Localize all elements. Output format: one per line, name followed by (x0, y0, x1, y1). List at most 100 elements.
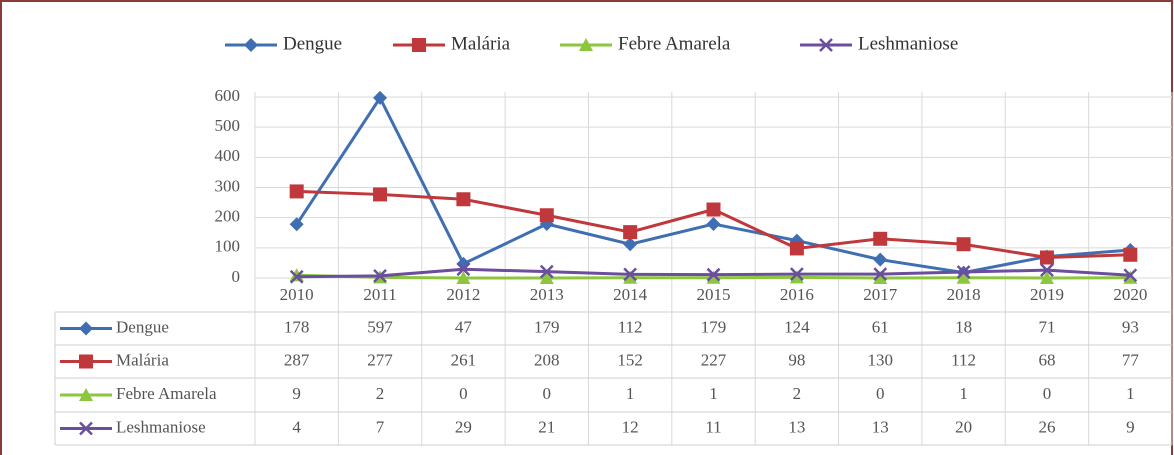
table-value: 77 (1122, 350, 1140, 369)
x-tick-label: 2011 (363, 285, 396, 304)
table-value: 0 (543, 384, 552, 403)
legend-label: Malária (451, 33, 511, 54)
table-value: 18 (955, 317, 972, 336)
data-point (373, 269, 387, 283)
data-point (539, 264, 554, 279)
y-tick-label: 500 (215, 116, 241, 135)
legend-marker (412, 38, 426, 52)
table-value: 179 (534, 317, 560, 336)
y-tick-label: 100 (215, 237, 241, 256)
table-value: 227 (701, 350, 727, 369)
data-point (789, 270, 804, 284)
table-value: 208 (534, 350, 560, 369)
table-value: 61 (872, 317, 889, 336)
table-value: 0 (876, 384, 885, 403)
data-point (623, 237, 638, 252)
data-point (706, 202, 721, 217)
table-value: 124 (784, 317, 810, 336)
data-point (706, 267, 721, 282)
table-value: 287 (284, 350, 310, 369)
table-value: 47 (455, 317, 473, 336)
legend-key-marker (79, 421, 93, 436)
table-value: 68 (1038, 350, 1055, 369)
data-point (1040, 263, 1054, 278)
y-tick-label: 600 (215, 86, 241, 105)
x-tick-label: 2020 (1113, 285, 1147, 304)
table-value: 13 (788, 417, 805, 436)
table-value: 597 (367, 317, 393, 336)
x-tick-label: 2016 (780, 285, 814, 304)
data-point (873, 252, 888, 267)
data-point (1039, 271, 1054, 284)
data-point (956, 265, 971, 279)
data-point (539, 208, 554, 223)
x-tick-label: 2013 (530, 285, 564, 304)
legend-label: Febre Amarela (618, 33, 731, 54)
table-value: 1 (709, 384, 718, 403)
table-value: 26 (1038, 417, 1055, 436)
x-tick-label: 2018 (947, 285, 981, 304)
y-tick-label: 0 (232, 267, 241, 286)
data-point (539, 271, 554, 284)
table-value: 112 (951, 350, 976, 369)
x-tick-label: 2014 (613, 285, 648, 304)
legend-marker (244, 38, 258, 52)
data-point (1123, 268, 1138, 283)
table-value: 12 (622, 417, 639, 436)
x-tick-label: 2015 (697, 285, 731, 304)
x-tick-label: 2010 (280, 285, 314, 304)
y-tick-label: 300 (215, 176, 241, 195)
table-value: 29 (455, 417, 472, 436)
legend-label: Leshmaniose (858, 33, 958, 54)
data-point (789, 267, 804, 281)
data-point (873, 271, 888, 284)
table-value: 2 (376, 384, 385, 403)
data-point (456, 262, 471, 277)
data-point (373, 187, 388, 202)
table-value: 1 (959, 384, 968, 403)
legend-key-marker (79, 388, 93, 401)
data-point (956, 237, 971, 252)
table-value: 1 (626, 384, 635, 403)
data-point (456, 271, 471, 284)
table-value: 261 (451, 350, 477, 369)
table-value: 71 (1038, 317, 1055, 336)
table-value: 112 (618, 317, 643, 336)
table-value: 2 (793, 384, 802, 403)
table-value: 1 (1126, 384, 1135, 403)
x-tick-label: 2017 (863, 285, 898, 304)
data-point (289, 184, 304, 199)
table-value: 277 (367, 350, 393, 369)
table-value: 98 (788, 350, 805, 369)
row-label: Dengue (116, 317, 169, 336)
row-label: Leshmaniose (116, 417, 206, 436)
y-tick-label: 400 (215, 146, 241, 165)
x-tick-label: 2019 (1030, 285, 1064, 304)
table-value: 93 (1122, 317, 1139, 336)
table-value: 9 (292, 384, 301, 403)
data-point (623, 225, 638, 240)
table-value: 179 (701, 317, 727, 336)
row-label: Febre Amarela (116, 384, 217, 403)
table-value: 20 (955, 417, 972, 436)
data-point (706, 270, 721, 284)
data-point (456, 192, 471, 207)
legend-marker (819, 38, 833, 52)
table-value: 7 (376, 417, 385, 436)
data-point (1123, 247, 1138, 262)
table-value: 0 (1043, 384, 1052, 403)
data-point (873, 267, 888, 281)
data-point (373, 90, 388, 105)
data-point (956, 270, 971, 284)
data-point (789, 241, 804, 256)
row-label: Malária (116, 350, 169, 369)
table-value: 178 (284, 317, 310, 336)
table-value: 21 (538, 417, 555, 436)
data-point (1039, 250, 1054, 265)
data-point (623, 267, 638, 282)
table-value: 152 (617, 350, 643, 369)
data-point (623, 270, 638, 284)
y-tick-label: 200 (215, 207, 241, 226)
table-value: 13 (872, 417, 889, 436)
